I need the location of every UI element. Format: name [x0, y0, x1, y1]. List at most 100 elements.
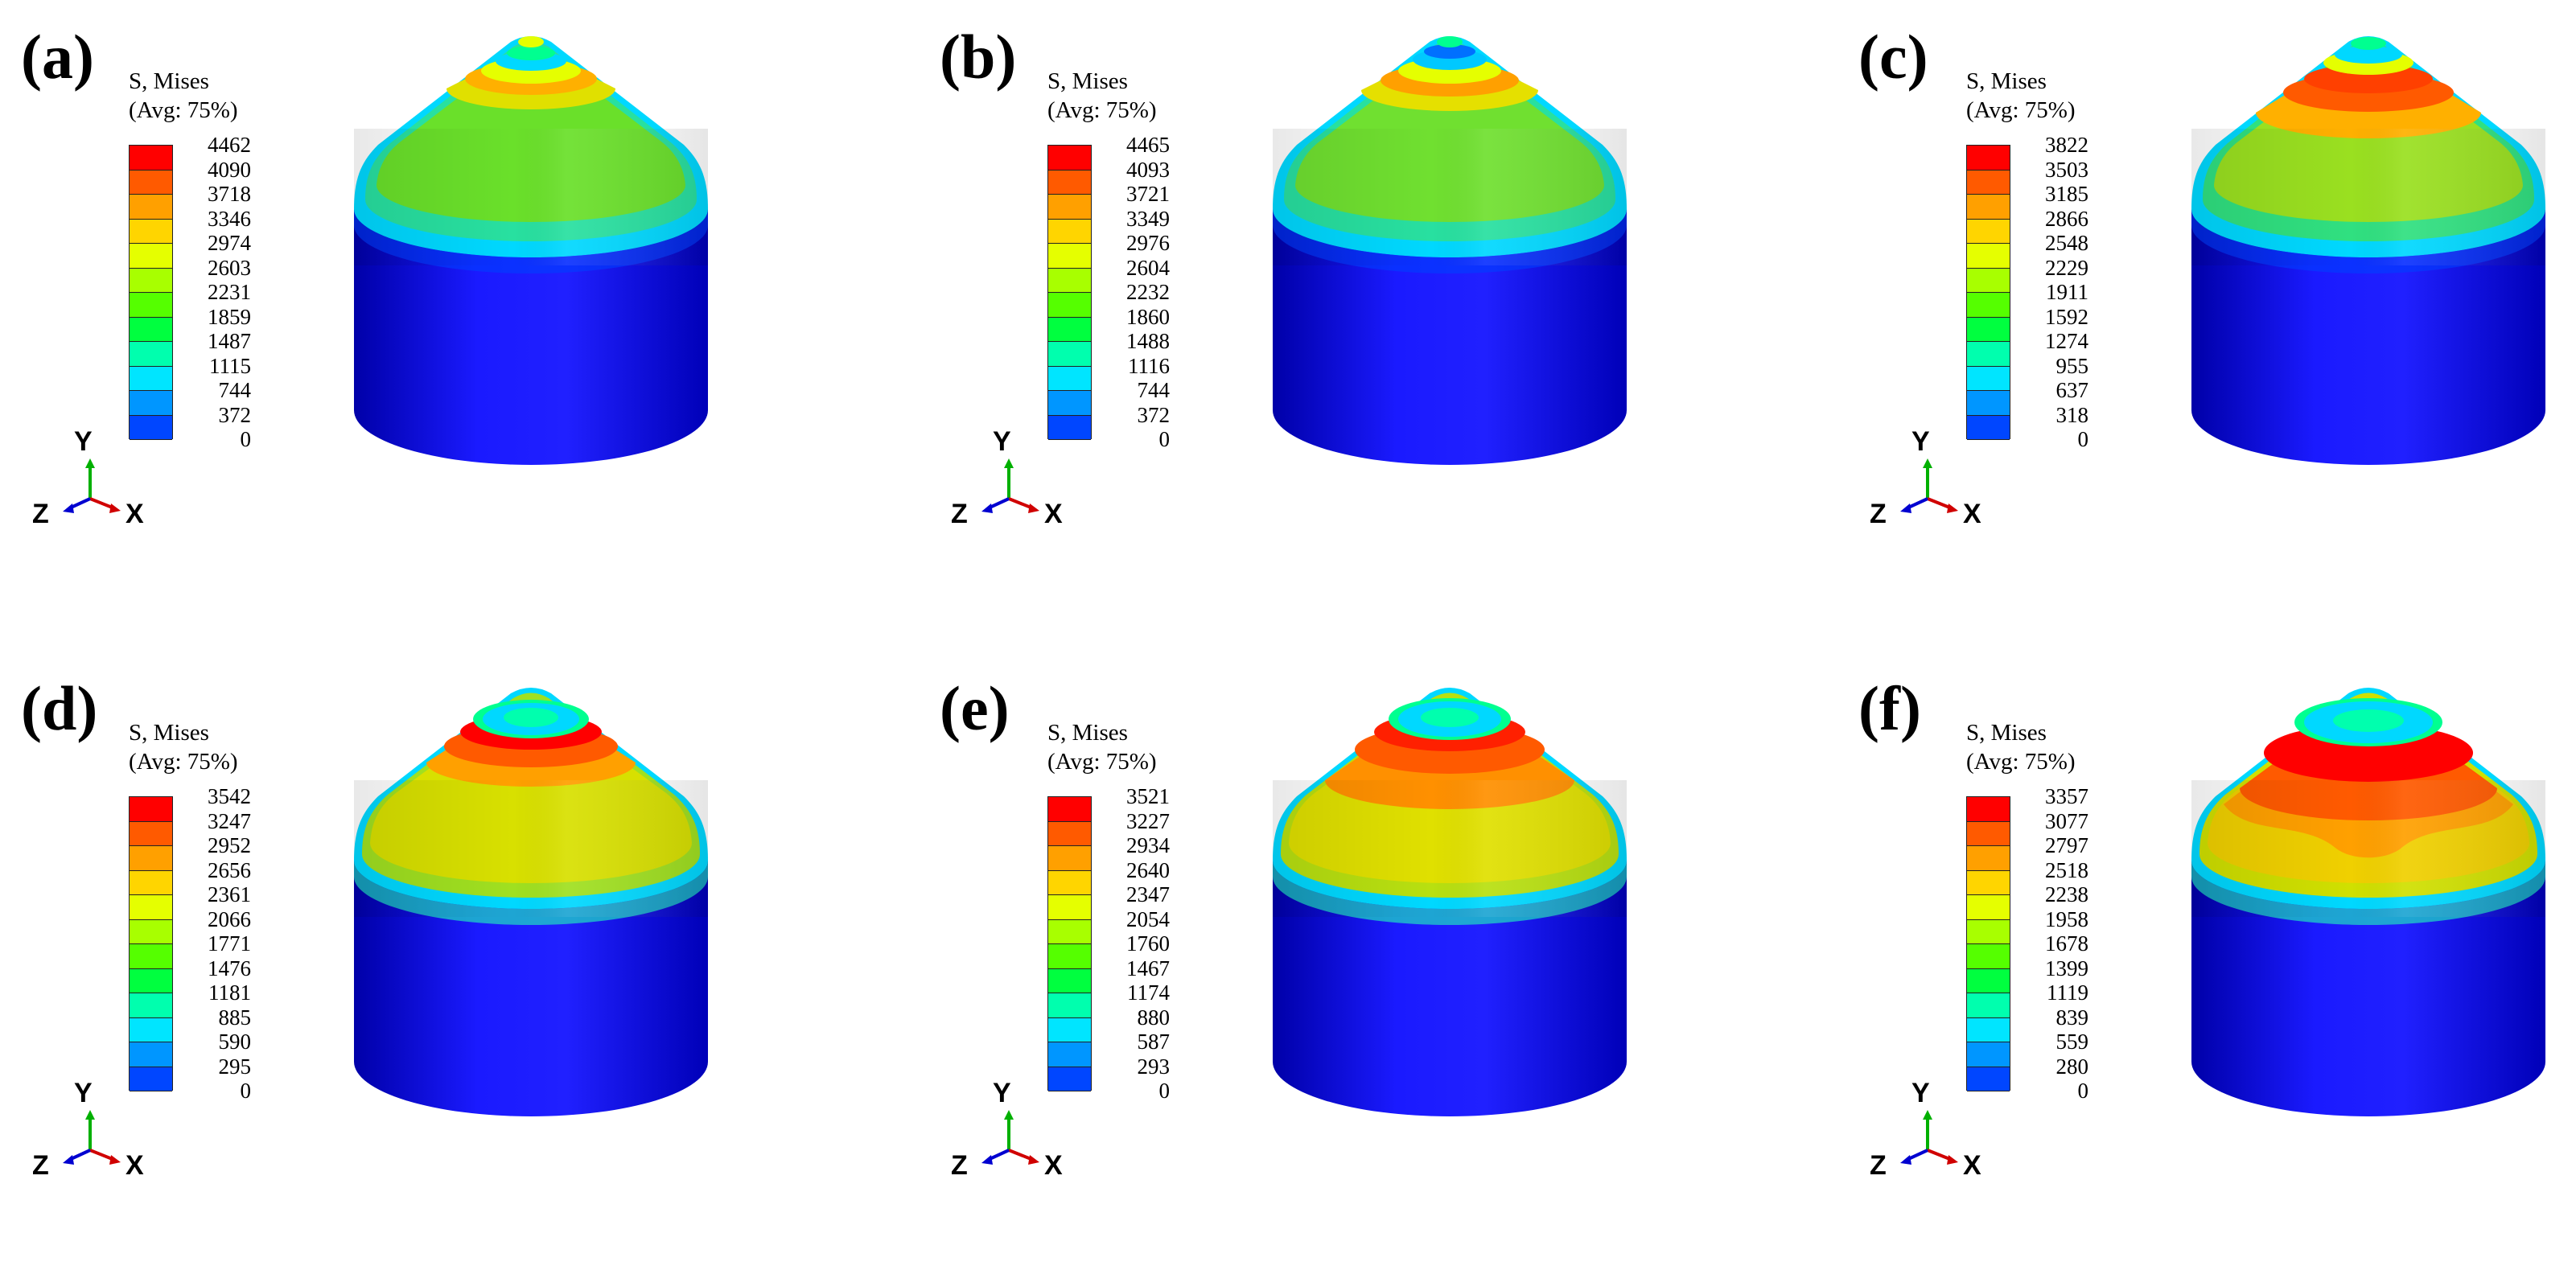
color-band — [130, 919, 172, 944]
color-scale — [1966, 796, 2010, 1091]
color-band — [1048, 219, 1091, 244]
tick-label: 4090 — [208, 157, 251, 182]
legend-title: S, Mises — [1047, 720, 1128, 746]
tick-label: 2232 — [1126, 280, 1170, 304]
tick-label: 280 — [2055, 1054, 2089, 1079]
x-axis-label: X — [1963, 499, 1981, 529]
legend-title: S, Mises — [129, 68, 209, 94]
color-band — [1967, 391, 2010, 416]
color-band — [1048, 366, 1091, 391]
panel-label: (f) — [1858, 673, 1921, 743]
panel-d: (d) S, Mises (Avg: 75%) 3542 3247 2952 2656… — [0, 651, 858, 1266]
color-band — [1048, 317, 1091, 342]
tick-label: 1859 — [208, 304, 251, 329]
color-band — [130, 821, 172, 846]
color-band — [130, 846, 172, 871]
color-band — [1048, 1067, 1091, 1091]
color-band — [130, 268, 172, 293]
color-band — [130, 870, 172, 895]
y-axis-label: Y — [1911, 1078, 1930, 1108]
color-band — [1048, 870, 1091, 895]
tick-label: 839 — [2055, 1005, 2089, 1030]
y-axis-label: Y — [993, 1078, 1011, 1108]
panel-label: (e) — [940, 673, 1010, 743]
color-band — [1967, 870, 2010, 895]
color-band — [1967, 146, 2010, 171]
tick-label: 1116 — [1128, 353, 1170, 378]
color-scale — [129, 145, 173, 440]
legend-title: S, Mises — [1966, 720, 2047, 746]
axis-triad: Y Z X — [32, 426, 144, 529]
tick-label: 3521 — [1126, 784, 1170, 808]
tick-label: 1119 — [2047, 980, 2088, 1005]
color-band — [1048, 391, 1091, 416]
tick-label: 2054 — [1126, 906, 1170, 931]
z-axis-label: Z — [951, 499, 968, 529]
color-band — [1967, 797, 2010, 822]
tick-label: 1958 — [2045, 906, 2088, 931]
legend-title: S, Mises — [129, 720, 209, 746]
tick-label: 587 — [1137, 1030, 1171, 1054]
color-scale — [1047, 145, 1092, 440]
color-band — [130, 1017, 172, 1042]
contour-model — [1273, 36, 1627, 465]
color-band — [1048, 919, 1091, 944]
color-band — [1967, 895, 2010, 920]
color-scale — [129, 796, 173, 1091]
axis-triad: Y Z X — [1870, 1078, 1981, 1181]
tick-label: 1399 — [2045, 956, 2088, 980]
tick-label: 1181 — [208, 980, 251, 1005]
tick-label: 372 — [1137, 402, 1171, 427]
color-band — [130, 195, 172, 220]
color-band — [1048, 268, 1091, 293]
color-band — [1967, 968, 2010, 993]
color-band — [1048, 1017, 1091, 1042]
color-band — [130, 415, 172, 440]
color-band — [1967, 821, 2010, 846]
color-band — [130, 993, 172, 1018]
tick-label: 2603 — [208, 255, 251, 280]
tick-label: 2797 — [2045, 833, 2088, 857]
x-axis-label: X — [126, 499, 144, 529]
color-band — [1967, 919, 2010, 944]
tick-label: 0 — [1158, 427, 1171, 451]
legend-title: S, Mises — [1966, 68, 2047, 94]
axis-triad: Y Z X — [32, 1078, 144, 1181]
tick-label: 885 — [218, 1005, 252, 1030]
color-band — [1048, 895, 1091, 920]
axis-triad: Y Z X — [951, 426, 1063, 529]
tick-label: 559 — [2055, 1030, 2089, 1054]
tick-label: 318 — [2055, 402, 2089, 427]
tick-label: 1678 — [2045, 931, 2088, 956]
tick-label: 2604 — [1126, 255, 1170, 280]
tick-label: 2866 — [2045, 206, 2088, 231]
tick-label: 3346 — [208, 206, 251, 231]
tick-label: 744 — [218, 378, 252, 402]
tick-label: 293 — [1137, 1054, 1171, 1079]
tick-label: 0 — [240, 1079, 252, 1103]
color-band — [130, 968, 172, 993]
contour-model — [2191, 688, 2545, 1116]
tick-label: 3185 — [2045, 182, 2088, 206]
tick-label: 1771 — [208, 931, 251, 956]
x-axis-label: X — [1044, 1150, 1063, 1181]
tick-label: 3718 — [208, 182, 251, 206]
tick-label: 3227 — [1126, 808, 1170, 833]
tick-label: 4093 — [1126, 157, 1170, 182]
tick-label: 2229 — [2045, 255, 2088, 280]
color-band — [130, 244, 172, 269]
contour-model — [354, 36, 708, 465]
tick-label: 1487 — [208, 329, 251, 353]
panel-c: (c) S, Mises (Avg: 75%) 3822 3503 3185 2866… — [1837, 0, 2576, 615]
color-band — [1967, 170, 2010, 195]
y-axis-label: Y — [993, 426, 1011, 457]
color-band — [1967, 846, 2010, 871]
tick-label: 0 — [2077, 427, 2089, 451]
tick-label: 1274 — [2045, 329, 2088, 353]
x-axis-label: X — [1044, 499, 1063, 529]
panel-b: (b) S, Mises (Avg: 75%) 4465 4093 3721 3349… — [919, 0, 1777, 615]
tick-label: 2066 — [208, 906, 251, 931]
color-band — [130, 797, 172, 822]
color-band — [1048, 821, 1091, 846]
color-band — [130, 342, 172, 367]
